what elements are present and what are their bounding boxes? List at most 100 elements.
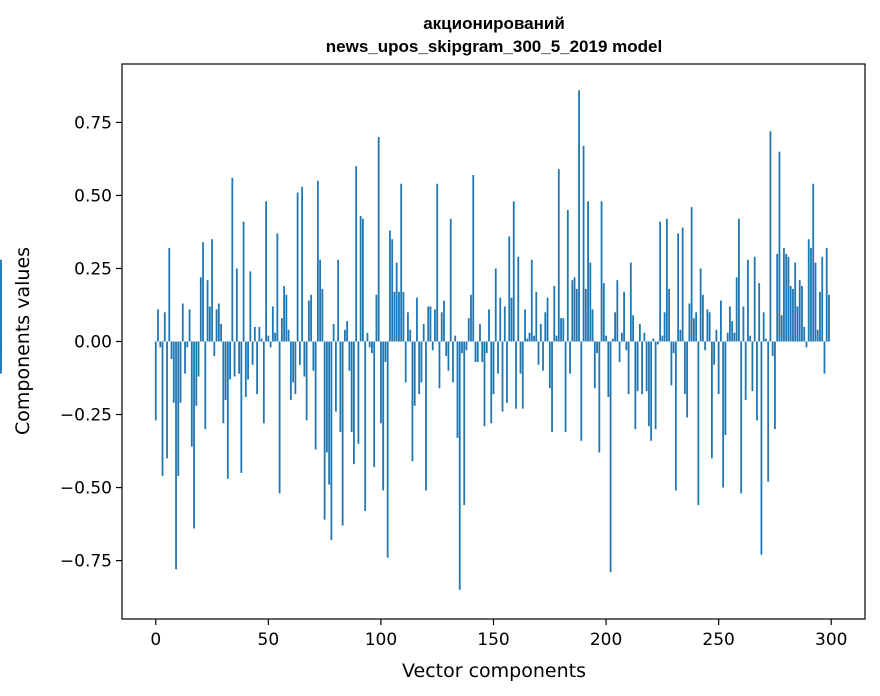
plot-frame: [121, 63, 866, 620]
bar-14: [186, 341, 189, 348]
bar-214: [636, 341, 639, 392]
bar-278: [780, 315, 783, 342]
bar-238: [690, 207, 693, 342]
bar-248: [713, 341, 716, 365]
bar-67: [305, 341, 308, 421]
bar-251: [720, 300, 722, 342]
bar-34: [231, 177, 234, 342]
bar-244: [704, 341, 707, 351]
bar-280: [785, 253, 788, 342]
y-tick-label: −0.75: [60, 552, 112, 572]
bar-110: [402, 291, 405, 342]
bar-31: [224, 341, 227, 400]
bar-243: [701, 294, 704, 342]
bar-191: [584, 288, 587, 342]
bar-224: [659, 221, 662, 342]
bar-78: [330, 341, 333, 541]
bar-114: [411, 341, 414, 462]
bar-131: [449, 218, 452, 342]
bar-203: [611, 338, 614, 342]
x-axis: 0 50 100 150 200 250 300: [150, 619, 847, 650]
bar-141: [472, 175, 475, 342]
bar-64: [298, 341, 301, 365]
y-axis: −0.75 −0.50 −0.25 0.00 0.25 0.50 0.75: [60, 113, 122, 572]
bar-279: [783, 248, 785, 342]
bar-9: [175, 341, 177, 570]
bar-200: [605, 335, 607, 342]
bar-61: [292, 341, 295, 383]
bar-33: [229, 341, 231, 380]
bar-84: [344, 329, 346, 342]
bar-39: [242, 221, 245, 342]
bar-262: [744, 341, 747, 400]
bar-93: [364, 341, 367, 511]
bar-211: [629, 262, 632, 342]
bar-234: [681, 227, 684, 342]
bar-124: [434, 309, 436, 342]
bar-75: [323, 341, 326, 520]
bar-192: [587, 201, 589, 342]
bar-49: [265, 201, 267, 342]
bar-85: [346, 321, 349, 342]
bar-74: [321, 288, 324, 342]
bar-260: [740, 341, 743, 494]
bar-258: [735, 277, 738, 342]
bar-undefined: [0, 341, 2, 374]
bar-173: [544, 312, 547, 342]
bar-54: [276, 233, 279, 342]
bar-3: [161, 341, 164, 476]
bar-5: [166, 341, 168, 459]
bar-88: [353, 341, 355, 465]
bar-132: [452, 341, 454, 383]
bar-169: [535, 291, 538, 342]
bar-7: [170, 341, 173, 360]
bar-65: [301, 186, 304, 342]
bar-221: [652, 338, 655, 342]
y-tick-label: −0.25: [60, 406, 112, 426]
bar-32: [226, 341, 229, 479]
bar-250: [717, 341, 720, 395]
bar-219: [647, 341, 650, 427]
bar-274: [771, 341, 774, 357]
x-tick-label: 0: [150, 630, 161, 650]
bar-136: [461, 341, 463, 354]
y-tick-label: 0.25: [74, 259, 112, 279]
bar-235: [683, 341, 686, 395]
x-tick-label: 150: [477, 630, 509, 650]
bar-227: [665, 218, 668, 342]
bar-240: [695, 312, 698, 342]
bar-111: [404, 341, 407, 383]
bar-168: [533, 335, 535, 342]
bar-296: [821, 256, 824, 342]
bar-99: [377, 137, 380, 342]
bar-171: [539, 323, 542, 342]
bar-47: [260, 338, 263, 342]
bar-155: [503, 306, 506, 342]
bar-37: [238, 341, 240, 374]
bar-125: [436, 183, 439, 342]
bar-273: [769, 131, 772, 342]
bar-80: [334, 341, 337, 412]
bar-139: [467, 318, 470, 342]
bar-210: [627, 341, 630, 395]
bar-275: [774, 341, 776, 430]
bar-53: [274, 332, 276, 342]
bar-76: [325, 341, 328, 453]
bar-95: [368, 341, 371, 348]
bar-36: [235, 268, 238, 342]
bar-130: [447, 341, 450, 371]
bar-21: [202, 242, 204, 342]
bar-2: [159, 341, 162, 348]
bar-229: [670, 341, 673, 386]
bar-268: [758, 283, 761, 342]
bar-29: [220, 323, 222, 342]
bar-201: [607, 341, 610, 397]
bar-163: [521, 341, 524, 409]
y-tick-label: 0.75: [74, 113, 112, 133]
bar-44: [253, 326, 256, 342]
bar-122: [429, 306, 432, 342]
bar-146: [483, 341, 486, 427]
bar-254: [726, 332, 729, 342]
bar-0: [154, 341, 157, 421]
bar-179: [557, 169, 560, 342]
